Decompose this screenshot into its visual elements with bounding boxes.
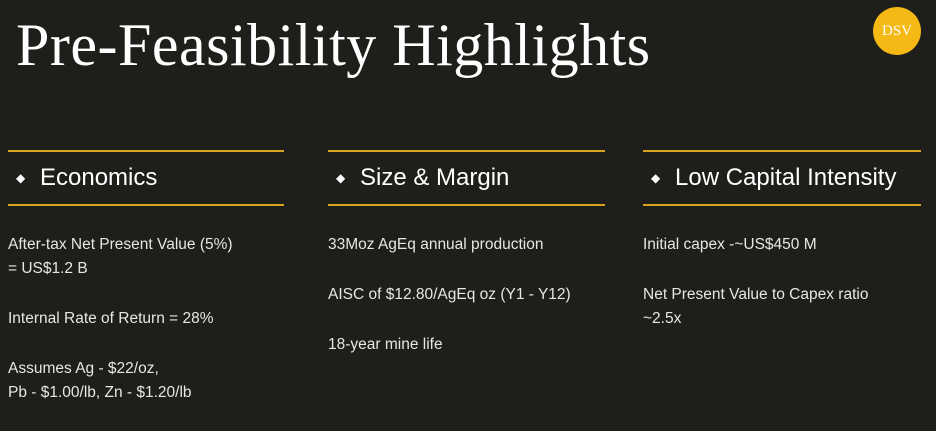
rule-top xyxy=(8,150,284,152)
bullet: ◆ xyxy=(336,171,346,185)
item: 18-year mine life xyxy=(328,333,605,357)
heading-text: Low Capital Intensity xyxy=(675,164,897,191)
item: Assumes Ag - $22/oz, Pb - $1.00/lb, Zn - … xyxy=(8,357,284,405)
logo: DSV xyxy=(873,7,921,55)
item-text: Initial capex -~US$450 M xyxy=(643,236,817,253)
item: After-tax Net Present Value (5%) = US$1.2… xyxy=(8,233,284,281)
item-list: After-tax Net Present Value (5%) = US$1.2… xyxy=(8,233,284,405)
item-text: ~2.5x xyxy=(643,310,682,327)
item: AISC of $12.80/AgEq oz (Y1 - Y12) xyxy=(328,283,605,307)
item-text: 18-year mine life xyxy=(328,336,443,353)
column-heading: ◆ Size & Margin xyxy=(328,152,605,204)
bullet: ◆ xyxy=(651,171,661,185)
item-text: Assumes Ag - $22/oz, xyxy=(8,360,159,377)
slide-title: Pre-Feasibility Highlights xyxy=(16,12,651,78)
item-text: 33Moz AgEq annual production xyxy=(328,236,544,253)
item-list: 33Moz AgEq annual production AISC of $12.… xyxy=(328,233,605,357)
bullet: ◆ xyxy=(16,171,26,185)
column-heading: ◆ Economics xyxy=(8,152,284,204)
item: Net Present Value to Capex ratio ~2.5x xyxy=(643,283,921,331)
item: 33Moz AgEq annual production xyxy=(328,233,605,257)
rule-top xyxy=(328,150,605,152)
rule-top xyxy=(643,150,921,152)
rule-bottom xyxy=(328,204,605,206)
rule-bottom xyxy=(643,204,921,206)
heading-text: Size & Margin xyxy=(360,164,510,191)
item-text: After-tax Net Present Value (5%) xyxy=(8,236,233,253)
item-list: Initial capex -~US$450 M Net Present Valu… xyxy=(643,233,921,331)
item-text: AISC of $12.80/AgEq oz (Y1 - Y12) xyxy=(328,286,571,303)
column: ◆ Economics After-tax Net Present Value (5… xyxy=(8,150,284,431)
item-text: Pb - $1.00/lb, Zn - $1.20/lb xyxy=(8,384,192,401)
item-text: Net Present Value to Capex ratio xyxy=(643,286,869,303)
column: ◆ Low Capital Intensity Initial capex -~US… xyxy=(643,150,921,357)
slide: Pre-Feasibility Highlights DSV ◆ Economic… xyxy=(8,7,921,401)
item-text: Internal Rate of Return = 28% xyxy=(8,310,214,327)
heading-text: Economics xyxy=(40,164,158,191)
rule-bottom xyxy=(8,204,284,206)
item: Internal Rate of Return = 28% xyxy=(8,307,284,331)
item-text: = US$1.2 B xyxy=(8,260,88,277)
column-heading: ◆ Low Capital Intensity xyxy=(643,152,921,204)
item: Initial capex -~US$450 M xyxy=(643,233,921,257)
column: ◆ Size & Margin 33Moz AgEq annual producti… xyxy=(328,150,605,383)
